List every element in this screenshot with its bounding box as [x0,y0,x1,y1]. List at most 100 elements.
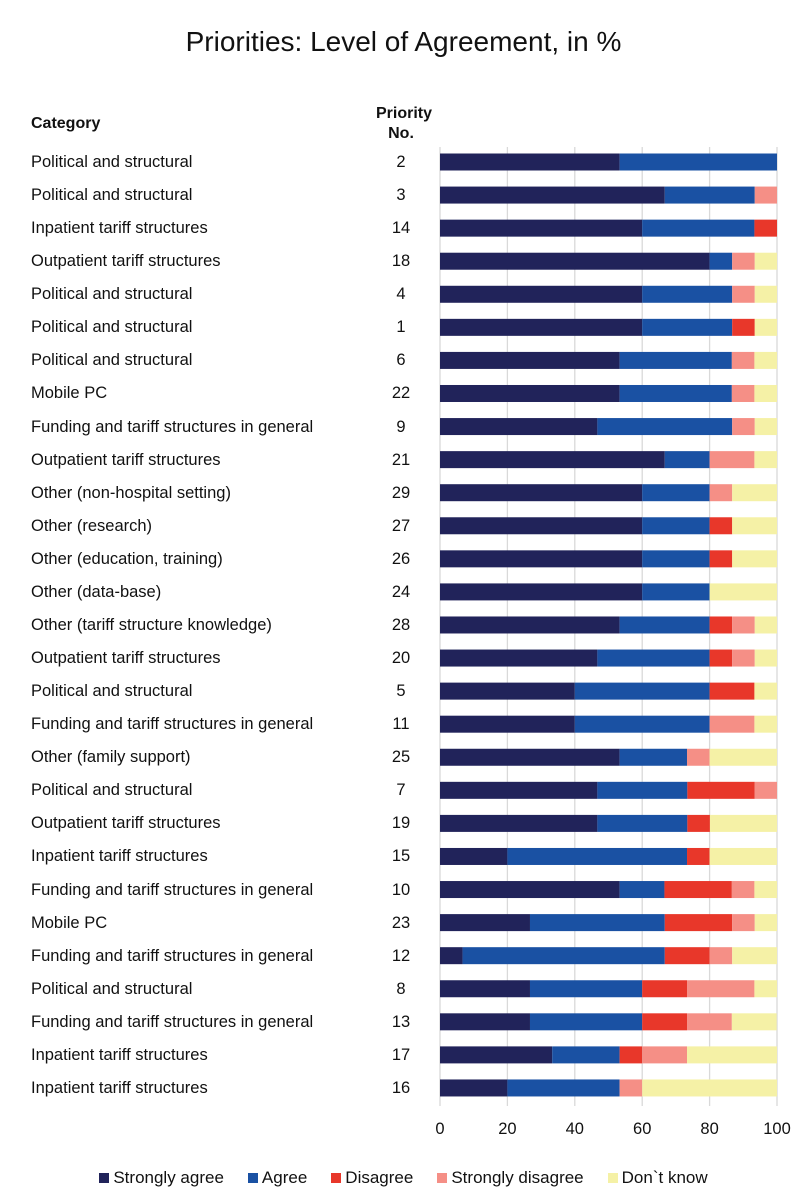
bar-segment-agree [619,748,688,766]
category-label: Political and structural [31,351,193,370]
bar-segment-disagree [709,616,733,634]
bar-segment-strongly-disagree [687,748,710,766]
category-label: Other (data-base) [31,582,162,601]
x-tick-label: 100 [763,1120,791,1138]
bar-segment-agree [619,351,732,369]
bar-segment-disagree [619,1046,643,1064]
bar-segment-strongly-agree [440,351,620,369]
bar-segment-don-t-know [687,1046,777,1064]
bar-segment-strongly-disagree [732,418,755,436]
bar-segment-agree [664,451,710,469]
priority-no-label: 1 [396,318,406,337]
priority-no-label: 19 [391,814,411,833]
bar-segment-disagree [664,881,732,899]
bar-segment-strongly-disagree [709,484,733,502]
bar-segment-agree [642,318,733,336]
bar-segment-agree [597,418,733,436]
priority-no-label: 12 [391,946,411,965]
priority-no-label: 29 [391,483,411,502]
priority-no-label: 17 [391,1045,411,1064]
bar-segment-strongly-disagree [709,715,755,733]
bar-segment-don-t-know [754,980,777,998]
bar-segment-agree [529,1013,643,1031]
category-label: Inpatient tariff structures [31,1078,208,1097]
bar-segment-strongly-agree [440,186,665,204]
category-label: Inpatient tariff structures [31,219,208,238]
bar-segment-agree [642,285,733,303]
priority-no-label: 3 [396,186,406,205]
bar-segment-disagree [709,517,733,535]
legend-label: Disagree [345,1168,414,1187]
bar-segment-don-t-know [754,616,777,634]
bar-segment-strongly-agree [440,285,643,303]
legend-label: Strongly agree [113,1168,224,1187]
priority-no-label: 2 [396,153,406,171]
category-label: Political and structural [31,285,193,304]
bar-segment-don-t-know [754,252,777,270]
legend-label: Agree [261,1168,308,1187]
bar-segment-don-t-know [754,285,777,303]
bar-segment-strongly-agree [440,1079,508,1097]
category-label: Political and structural [31,781,193,800]
priority-no-label: 6 [396,351,406,370]
legend-item: Strongly agree [99,1168,224,1188]
x-tick-label: 80 [700,1120,718,1138]
chart-title: Priorities: Level of Agreement, in % [185,26,622,57]
bar-segment-don-t-know [732,484,777,502]
bar-segment-disagree [687,814,710,832]
category-label: Political and structural [31,979,193,998]
category-label: Other (non-hospital setting) [31,483,231,502]
legend-label: Don`t know [621,1168,708,1187]
bar-segment-agree [552,1046,620,1064]
bar-segment-disagree [687,847,710,865]
bar-segment-agree [642,219,755,237]
bar-segment-strongly-agree [440,682,575,700]
category-label: Outpatient tariff structures [31,450,221,469]
priority-no-label: 27 [391,516,411,535]
category-label: Outpatient tariff structures [31,252,221,271]
category-label: Funding and tariff structures in general [31,880,314,899]
category-label: Inpatient tariff structures [31,847,208,866]
bar-segment-strongly-agree [440,1046,553,1064]
priority-no-label: 4 [396,285,406,304]
bar-segment-don-t-know [642,1079,777,1097]
bar-segment-strongly-disagree [709,451,755,469]
bar-segment-agree [574,715,710,733]
category-label: Political and structural [31,186,193,205]
category-column-header: Category [31,115,101,132]
bar-segment-agree [507,847,688,865]
bar-segment-agree [642,517,710,535]
bar-segment-agree [529,980,643,998]
bar-segment-strongly-agree [440,1013,530,1031]
bar-segment-agree [664,186,755,204]
bar-segment-strongly-agree [440,947,463,965]
bar-segment-don-t-know [754,649,777,667]
bar-segment-don-t-know [754,418,777,436]
bar-segment-strongly-agree [440,550,643,568]
bar-segment-agree [642,550,710,568]
category-label: Other (research) [31,516,153,535]
bar-segment-strongly-agree [440,914,530,932]
priority-no-column-header: Priority No. [360,104,442,144]
bar-segment-strongly-agree [440,451,665,469]
legend-swatch [331,1173,342,1183]
bar-segment-disagree [687,781,755,799]
bar-segment-strongly-disagree [709,947,733,965]
bar-segment-strongly-disagree [732,649,755,667]
bar-segment-agree [619,384,732,402]
bar-segment-strongly-agree [440,616,620,634]
bar-segment-agree [619,881,665,899]
priority-no-label: 22 [391,384,411,403]
priority-no-label: 16 [391,1078,411,1097]
bar-segment-strongly-disagree [732,616,755,634]
legend-swatch [607,1173,618,1183]
bar-segment-agree [619,153,777,171]
priority-no-label: 9 [396,417,406,436]
legend-item: Strongly disagree [437,1168,584,1188]
bar-segment-strongly-agree [440,418,598,436]
category-label: Political and structural [31,318,193,337]
bar-segment-don-t-know [754,384,777,402]
bar-segment-strongly-agree [440,847,508,865]
x-tick-label: 0 [435,1120,444,1138]
